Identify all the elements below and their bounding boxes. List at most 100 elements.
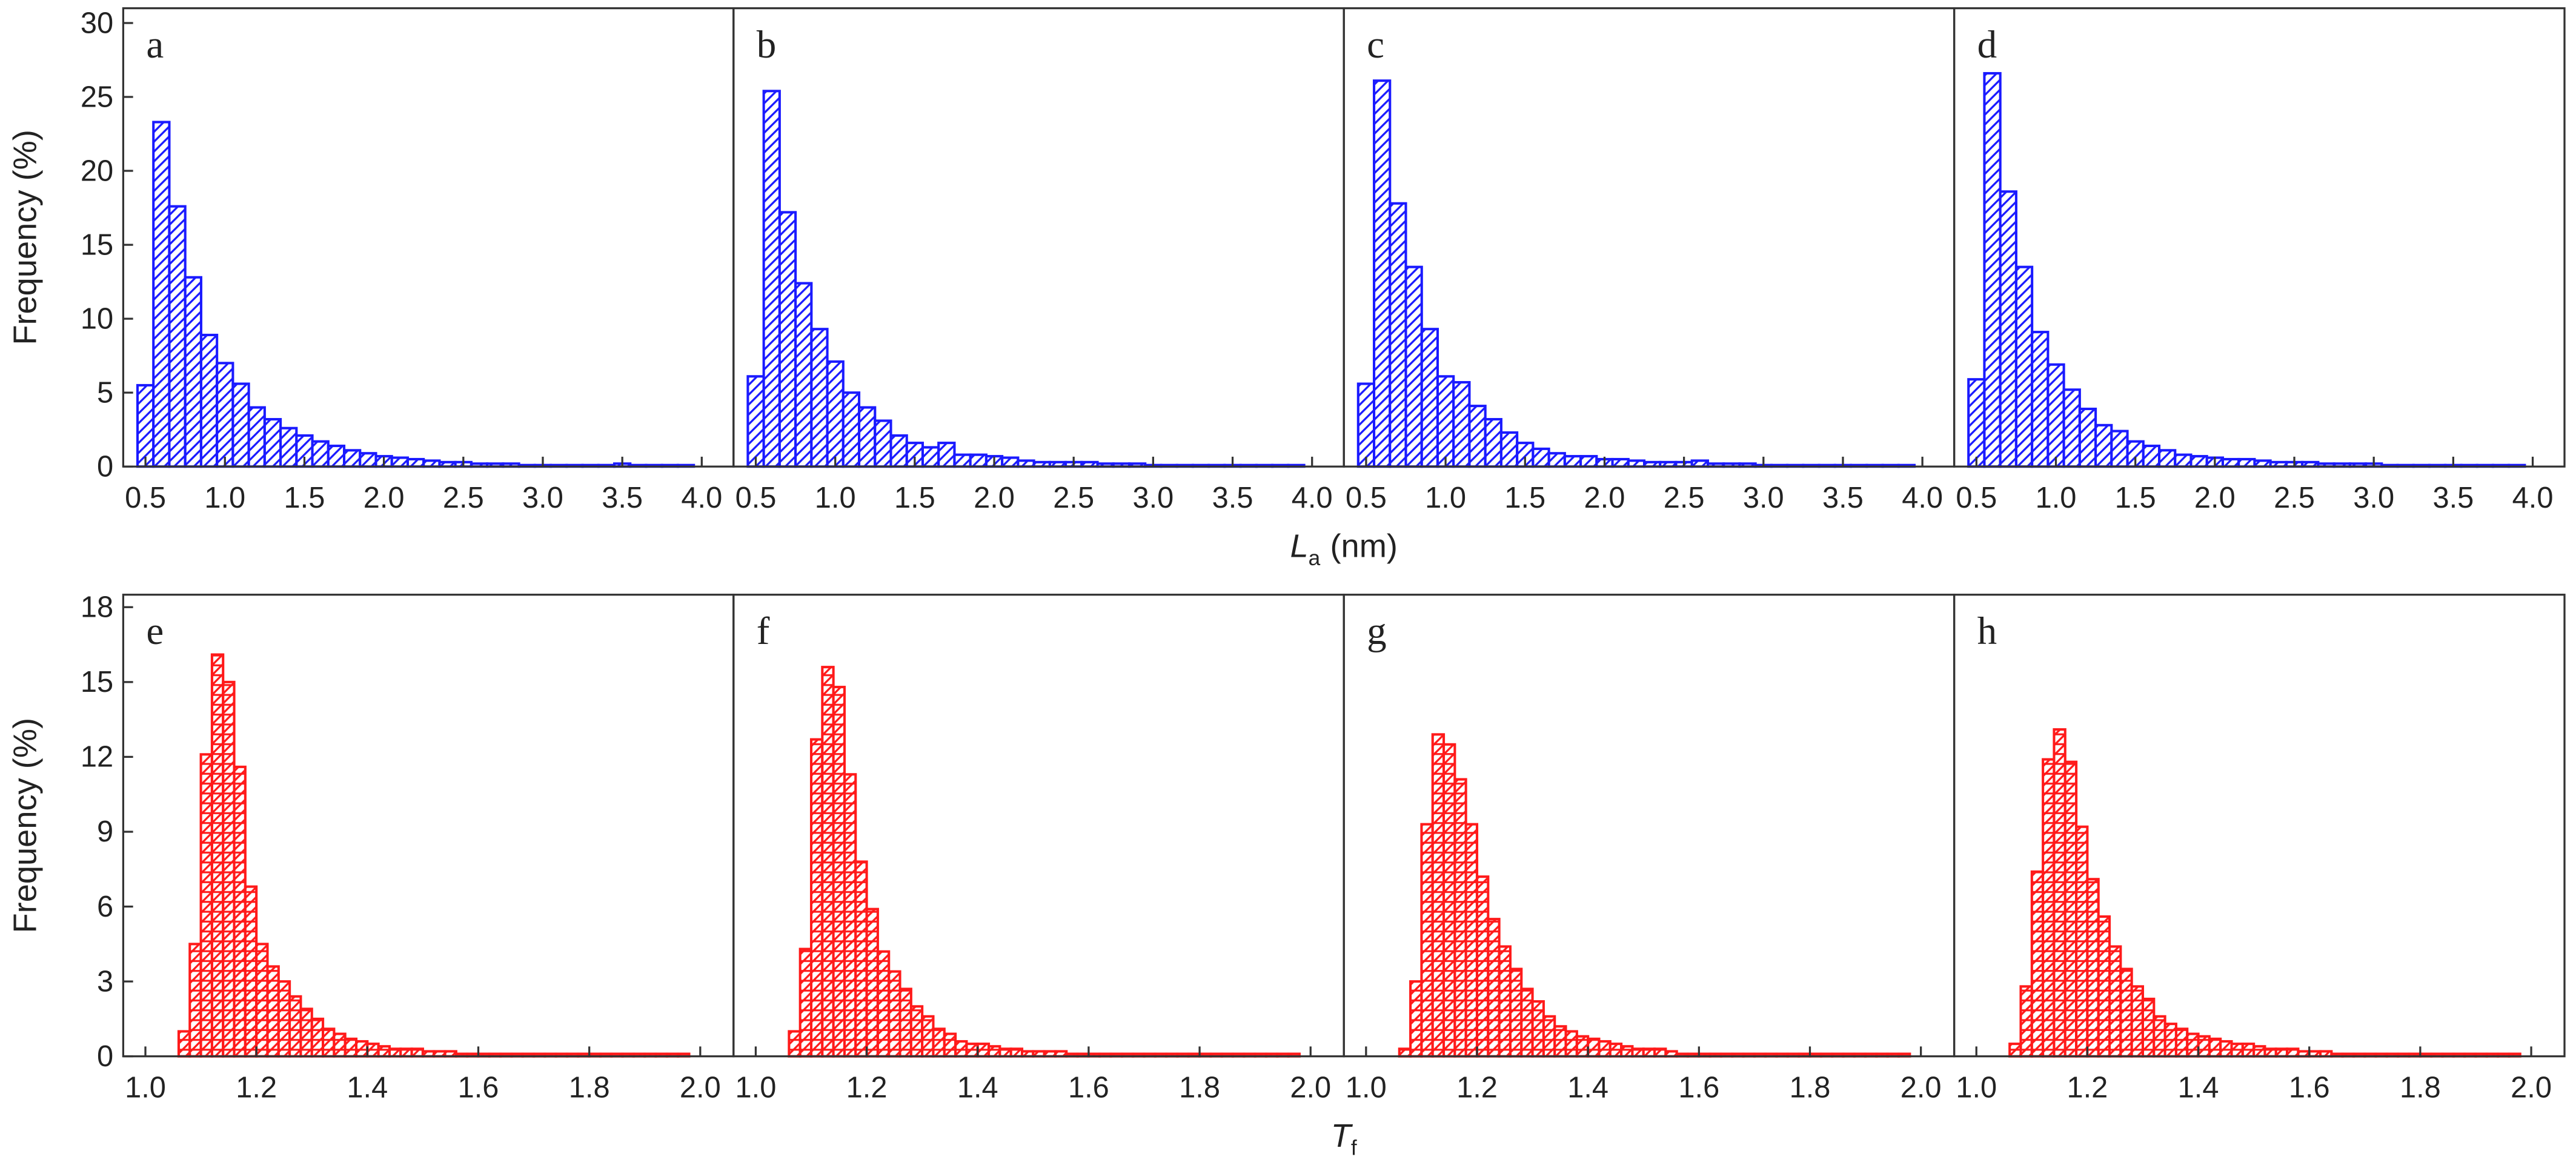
bar xyxy=(2230,1043,2244,1058)
bar xyxy=(2031,331,2050,468)
x-axis-label-sub: f xyxy=(1351,1136,1357,1159)
bar xyxy=(263,418,282,468)
bar xyxy=(988,1045,1001,1058)
y-axis-label: Frequency (%) xyxy=(7,130,44,345)
bar xyxy=(2130,985,2145,1058)
x-tick-label: 1.8 xyxy=(1790,1071,1831,1104)
x-axis-label: La (nm) xyxy=(1290,528,1397,570)
bar xyxy=(2142,444,2161,468)
x-tick-label: 1.0 xyxy=(1425,482,1466,514)
bar xyxy=(354,1040,369,1058)
bar xyxy=(1564,1030,1578,1058)
bar xyxy=(343,449,362,468)
bar xyxy=(1409,980,1423,1058)
bar xyxy=(943,1032,957,1058)
bar xyxy=(266,965,280,1058)
panel: 1.0 1.2 1.4 1.6 1.8 2.0 0 3 6 9 12 15 18 e Frequency (… xyxy=(7,591,1357,1160)
x-tick-label: 2.0 xyxy=(363,482,405,514)
bar xyxy=(1452,381,1471,468)
bar xyxy=(244,885,258,1058)
bar xyxy=(2237,457,2256,468)
panel-label: d xyxy=(1977,23,1997,67)
bar xyxy=(1547,452,1566,468)
bar xyxy=(2119,967,2133,1058)
bar xyxy=(2274,1047,2289,1058)
x-tick-label: 2.5 xyxy=(2274,482,2315,514)
y-tick-label: 12 xyxy=(81,741,113,774)
x-tick-label: 1.0 xyxy=(815,482,856,514)
bar xyxy=(377,1045,391,1058)
bar xyxy=(1608,1043,1623,1058)
x-tick-label: 2.5 xyxy=(443,482,484,514)
bar xyxy=(798,947,813,1058)
bar xyxy=(152,121,171,468)
bar xyxy=(2042,758,2056,1058)
x-tick-label: 3.5 xyxy=(1822,482,1864,514)
bar xyxy=(1642,1047,1656,1058)
bar xyxy=(2153,1015,2166,1058)
x-tick-label: 1.5 xyxy=(1504,482,1545,514)
bar xyxy=(1983,71,2002,468)
x-axis-label-unit: (nm) xyxy=(1330,528,1397,564)
bar xyxy=(2019,985,2033,1058)
bar xyxy=(299,1007,313,1058)
bar xyxy=(2197,1035,2211,1058)
bar xyxy=(2108,945,2122,1058)
bar xyxy=(277,980,291,1058)
y-tick-label: 0 xyxy=(97,1040,113,1073)
bar xyxy=(1499,431,1519,468)
bar xyxy=(410,1047,424,1058)
bar xyxy=(311,440,330,468)
bar xyxy=(2208,1037,2222,1058)
bar xyxy=(842,391,861,468)
panel: 1.0 1.2 1.4 1.6 1.8 2.0 h xyxy=(1953,594,2566,1104)
bar xyxy=(1620,1045,1634,1058)
x-tick-label: 3.0 xyxy=(1743,482,1784,514)
bar xyxy=(1498,945,1512,1058)
x-tick-label: 1.4 xyxy=(1567,1071,1608,1104)
bar xyxy=(2063,760,2078,1058)
x-axis-label-main: T xyxy=(1331,1118,1353,1154)
panel-label: h xyxy=(1977,609,1997,653)
bar xyxy=(333,1032,347,1058)
x-tick-label: 1.0 xyxy=(125,1071,166,1104)
bar xyxy=(399,1047,413,1058)
bar xyxy=(233,765,247,1058)
bar xyxy=(1404,265,1423,468)
x-tick-label: 3.0 xyxy=(522,482,563,514)
bar xyxy=(231,382,250,468)
bar xyxy=(2097,915,2111,1058)
x-tick-label: 1.5 xyxy=(284,482,325,514)
bar xyxy=(1436,375,1455,468)
x-tick-label: 0.5 xyxy=(735,482,777,514)
x-tick-label: 3.0 xyxy=(1132,482,1173,514)
bar xyxy=(1431,733,1446,1058)
y-tick-label: 10 xyxy=(81,302,113,335)
panel: 0.5 1.0 1.5 2.0 2.5 3.0 3.5 4.0 0 5 10 15 20 25 30 a Fre… xyxy=(7,7,1398,570)
bar xyxy=(953,453,972,468)
x-axis-label-sub: a xyxy=(1309,546,1321,570)
x-tick-label: 1.8 xyxy=(2400,1071,2441,1104)
x-tick-label: 1.2 xyxy=(1456,1071,1498,1104)
bar xyxy=(2008,1043,2022,1058)
bar xyxy=(826,360,845,468)
bar xyxy=(2047,363,2065,468)
x-tick-label: 3.0 xyxy=(2353,482,2394,514)
bar xyxy=(184,276,202,468)
x-tick-label: 0.5 xyxy=(1346,482,1387,514)
bar xyxy=(1442,743,1456,1058)
bar xyxy=(921,1015,935,1058)
bar xyxy=(288,995,302,1058)
y-tick-label: 6 xyxy=(97,891,113,923)
bar xyxy=(874,419,892,468)
x-tick-label: 1.6 xyxy=(2289,1071,2330,1104)
y-tick-label: 25 xyxy=(81,81,113,113)
bar xyxy=(888,970,901,1058)
bar xyxy=(965,1043,979,1058)
bar xyxy=(344,1037,358,1058)
bar xyxy=(2189,455,2208,468)
x-tick-label: 2.0 xyxy=(1584,482,1625,514)
bar xyxy=(858,406,877,468)
x-tick-label: 1.0 xyxy=(2036,482,2077,514)
bar xyxy=(937,442,956,468)
